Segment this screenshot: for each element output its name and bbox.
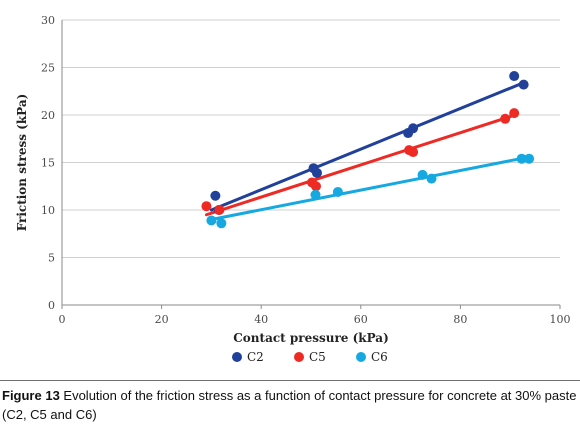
data-point-c6 bbox=[216, 218, 227, 229]
data-point-c5 bbox=[500, 113, 511, 124]
data-point-c6 bbox=[310, 189, 321, 200]
data-point-c5 bbox=[201, 201, 212, 212]
legend: C2 C5 C6 bbox=[232, 350, 388, 364]
trend-line-c2 bbox=[209, 81, 526, 212]
x-axis-title: Contact pressure (kPa) bbox=[233, 331, 389, 345]
x-tick-label: 100 bbox=[550, 313, 571, 326]
y-tick-labels: 0 5 10 15 20 25 30 bbox=[41, 14, 55, 312]
chart: 0 20 40 60 80 100 0 5 10 15 20 25 30 Contact pressu… bbox=[15, 14, 571, 364]
x-tick-label: 60 bbox=[354, 313, 368, 326]
y-tick-label: 10 bbox=[41, 204, 55, 217]
data-point-c2 bbox=[408, 123, 419, 134]
data-points bbox=[201, 71, 535, 229]
trend-line-c6 bbox=[209, 155, 532, 221]
y-tick-label: 5 bbox=[48, 252, 55, 265]
x-tick-label: 40 bbox=[254, 313, 268, 326]
caption-divider bbox=[0, 380, 580, 381]
data-point-c6 bbox=[524, 153, 535, 164]
x-tick-labels: 0 20 40 60 80 100 bbox=[59, 313, 571, 326]
x-tick-label: 20 bbox=[155, 313, 169, 326]
data-point-c2 bbox=[518, 79, 529, 90]
data-point-c5 bbox=[509, 108, 520, 119]
legend-label-c2: C2 bbox=[247, 350, 264, 364]
legend-label-c5: C5 bbox=[309, 350, 326, 364]
x-tick-label: 80 bbox=[453, 313, 467, 326]
x-tick-label: 0 bbox=[59, 313, 66, 326]
data-point-c2 bbox=[210, 190, 221, 201]
caption-label: Figure 13 bbox=[2, 388, 60, 403]
trend-lines bbox=[204, 81, 532, 221]
y-tick-label: 30 bbox=[41, 14, 55, 27]
data-point-c6 bbox=[426, 173, 437, 184]
trend-line-c5 bbox=[204, 113, 517, 217]
y-tick-label: 25 bbox=[41, 62, 55, 75]
data-point-c5 bbox=[408, 147, 419, 158]
legend-label-c6: C6 bbox=[371, 350, 388, 364]
data-point-c2 bbox=[311, 167, 322, 178]
data-point-c6 bbox=[332, 186, 343, 197]
y-axis-title: Friction stress (kPa) bbox=[15, 94, 29, 232]
y-tick-label: 0 bbox=[48, 299, 55, 312]
figure-caption: Figure 13 Evolution of the friction stre… bbox=[2, 386, 578, 424]
legend-marker-c5 bbox=[294, 352, 304, 362]
y-tick-label: 15 bbox=[41, 157, 55, 170]
data-point-c5 bbox=[310, 181, 321, 192]
axes bbox=[61, 20, 561, 309]
legend-marker-c6 bbox=[356, 352, 366, 362]
data-point-c5 bbox=[214, 205, 225, 215]
gridlines bbox=[62, 19, 560, 258]
legend-marker-c2 bbox=[232, 352, 242, 362]
data-point-c6 bbox=[206, 215, 217, 226]
caption-text: Evolution of the friction stress as a fu… bbox=[2, 388, 577, 422]
y-tick-label: 20 bbox=[41, 109, 55, 122]
data-point-c6 bbox=[417, 169, 428, 180]
data-point-c2 bbox=[509, 71, 520, 82]
data-point-c6 bbox=[516, 153, 527, 164]
